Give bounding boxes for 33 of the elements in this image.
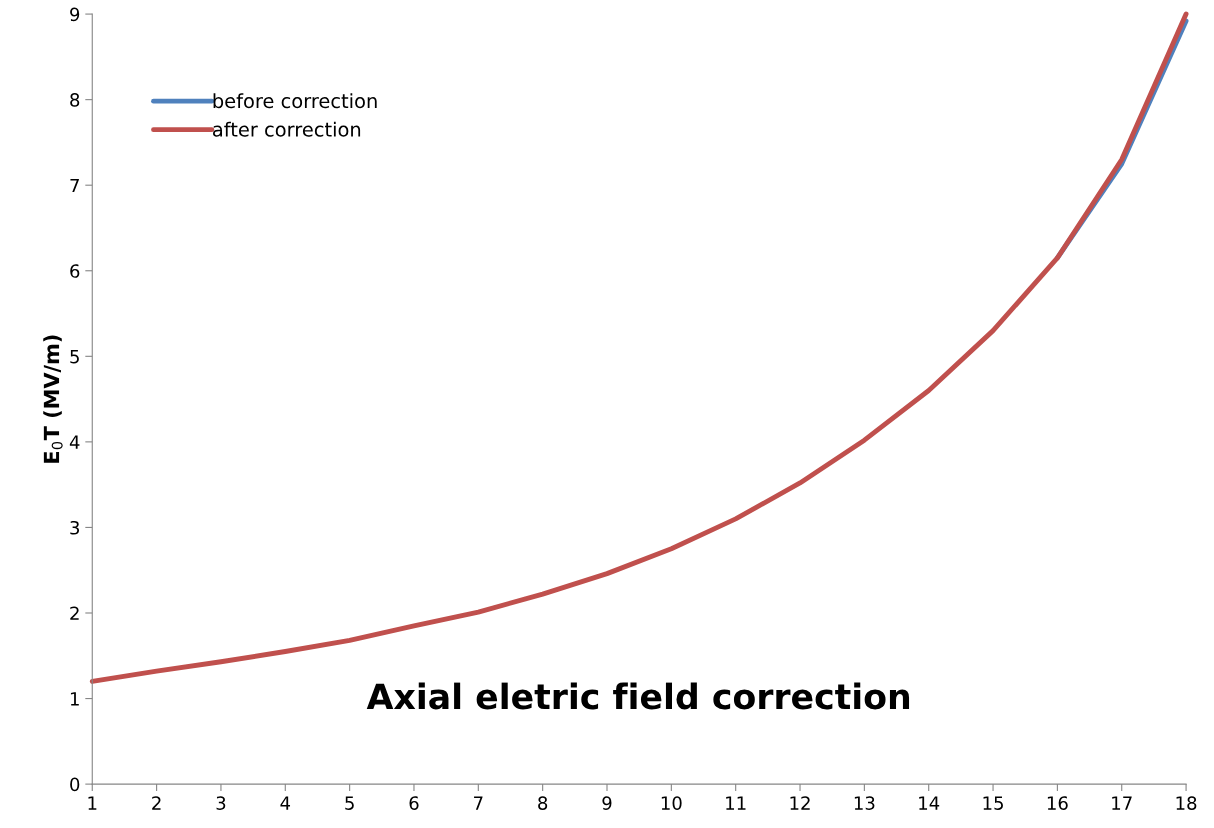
y-tick-label: 9 <box>70 7 80 22</box>
x-tick-label: 6 <box>409 796 419 810</box>
y-tick-label: 8 <box>70 93 80 107</box>
y-tick-label: 0 <box>70 777 80 792</box>
line-series <box>89 11 1189 684</box>
y-tick-label: 1 <box>70 692 79 706</box>
x-tick-label: 13 <box>854 796 875 810</box>
x-tick-label: 5 <box>345 796 354 810</box>
x-tick-label: 14 <box>919 796 940 810</box>
legend-label: after correction <box>213 121 361 137</box>
x-tick-label: 15 <box>983 796 1003 810</box>
x-tick-label: 9 <box>602 796 612 810</box>
x-tick-label: 8 <box>538 796 548 810</box>
x-tick-label: 1 <box>88 796 97 810</box>
x-tick-label: 10 <box>661 796 682 810</box>
x-tick-label: 12 <box>790 796 810 810</box>
x-tick-label: 7 <box>474 796 483 810</box>
x-tick-label: 17 <box>1112 796 1132 810</box>
y-axis-title: E$_{0}$T (MV/m) <box>43 335 63 463</box>
x-tick-label: 4 <box>280 796 291 810</box>
x-tick-label: 16 <box>1047 796 1068 810</box>
y-tick-label: 7 <box>70 178 79 193</box>
y-tick-label: 5 <box>70 350 79 364</box>
y-tick-label: 3 <box>70 520 80 535</box>
y-tick-label: 4 <box>69 435 80 449</box>
x-tick-label: 3 <box>216 796 226 810</box>
x-tick-label: 2 <box>152 796 161 810</box>
x-tick-label: 11 <box>726 796 746 810</box>
x-tick-label: 18 <box>1176 796 1197 810</box>
y-tick-label: 6 <box>70 264 80 278</box>
legend-label: before correction <box>213 93 377 109</box>
text: Axial eletric field correction <box>366 682 910 710</box>
y-tick-label: 2 <box>70 606 79 620</box>
